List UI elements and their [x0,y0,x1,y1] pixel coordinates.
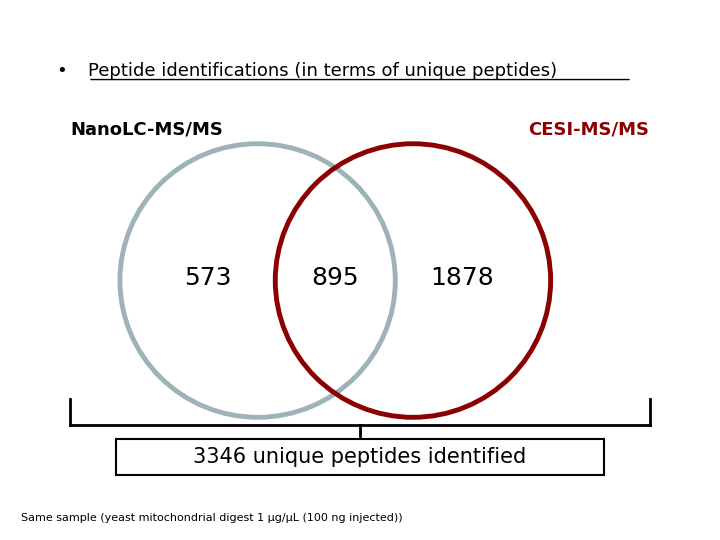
Text: CESI-MS/MS: CESI-MS/MS [528,120,649,138]
Text: 1878: 1878 [431,266,494,290]
Text: 895: 895 [312,266,359,290]
Text: 573: 573 [184,266,232,290]
FancyBboxPatch shape [117,439,603,475]
Text: •: • [56,62,67,80]
Text: Peptide identifications (in terms of unique peptides): Peptide identifications (in terms of uni… [88,62,557,80]
Text: Same sample (yeast mitochondrial digest 1 μg/μL (100 ng injected)): Same sample (yeast mitochondrial digest … [21,512,402,523]
Text: 3346 unique peptides identified: 3346 unique peptides identified [194,447,526,467]
Text: NanoLC-MS/MS: NanoLC-MS/MS [71,120,223,138]
